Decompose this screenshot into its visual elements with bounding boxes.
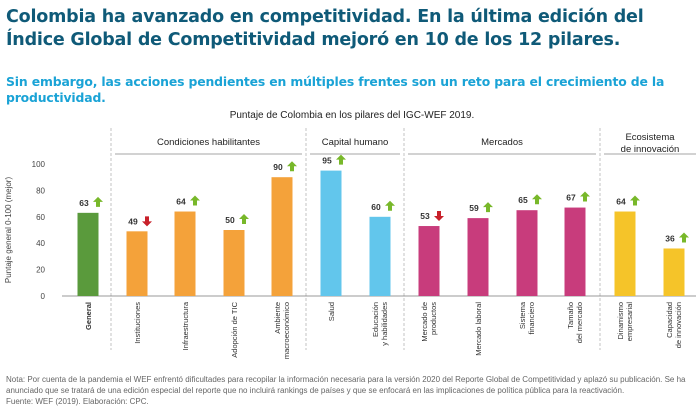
category-label-line: y habilidades xyxy=(380,302,389,346)
arrow-up-icon xyxy=(239,214,249,224)
headline: Colombia ha avanzado en competitividad. … xyxy=(6,7,644,50)
category-label-line: empresarial xyxy=(625,302,634,342)
source-text: Fuente: WEF (2019). Elaboración: CPC. xyxy=(6,397,149,407)
arrow-up-icon xyxy=(580,191,590,202)
chart-title: Puntaje de Colombia en los pilares del I… xyxy=(230,110,475,121)
bar xyxy=(564,207,586,296)
group-header-line: Ecosistema xyxy=(625,132,675,143)
category-label-line: Mercado laboral xyxy=(474,302,483,356)
category-label-line: Ambiente xyxy=(273,302,282,334)
bars: 63 49 64 50 90 95 60 53 59 65 67 64 36 xyxy=(77,154,689,296)
bar xyxy=(418,226,440,296)
category-label-line: productos xyxy=(429,302,438,335)
y-axis: 0 20 40 60 80 100 Puntaje general 0-100 (mejor… xyxy=(4,160,696,301)
category-label-line: General xyxy=(84,302,93,330)
category-label: Adopción de TIC xyxy=(230,301,239,357)
category-label-line: financiero xyxy=(527,302,536,335)
category-label: Dinamismoempresarial xyxy=(616,302,634,342)
arrow-up-icon xyxy=(190,195,200,206)
y-tick-label: 80 xyxy=(36,186,45,195)
value-label: 90 xyxy=(273,162,283,172)
group-header: Ecosistema de innovación xyxy=(621,132,680,155)
bar xyxy=(516,210,538,296)
value-label: 49 xyxy=(128,216,138,226)
group-header-line: de innovación xyxy=(621,144,680,155)
category-label: Infraestructura xyxy=(181,301,190,350)
value-label: 95 xyxy=(322,156,332,166)
value-label: 63 xyxy=(79,198,89,208)
category-label: Mercado deproductos xyxy=(420,302,438,342)
y-tick-label: 20 xyxy=(36,266,45,275)
value-label: 64 xyxy=(176,197,186,207)
value-label: 50 xyxy=(225,215,235,225)
category-label: Ambientemacroeconómico xyxy=(273,302,291,359)
group-header: Capital humano xyxy=(322,137,389,148)
category-label: Capacidadde innovación xyxy=(665,302,683,348)
bar xyxy=(369,216,391,296)
bar xyxy=(126,231,148,296)
category-label-line: Tamaño xyxy=(566,302,575,329)
arrow-up-icon xyxy=(630,195,640,206)
bar xyxy=(271,177,293,296)
arrow-down-icon xyxy=(142,216,152,227)
category-label-line: Educación xyxy=(371,302,380,337)
arrow-up-icon xyxy=(679,232,689,243)
category-label-line: Capacidad xyxy=(665,302,674,338)
y-tick-label: 40 xyxy=(36,239,45,248)
subheadline: Sin embargo, las acciones pendientes en … xyxy=(6,74,665,105)
arrow-up-icon xyxy=(385,200,395,211)
y-tick-label: 100 xyxy=(32,160,46,169)
category-label-line: del mercado xyxy=(575,302,584,343)
value-label: 53 xyxy=(420,211,430,221)
value-label: 59 xyxy=(469,203,479,213)
value-label: 67 xyxy=(566,193,576,203)
bar xyxy=(174,211,196,296)
bar xyxy=(614,211,636,296)
group-header: Condiciones habilitantes xyxy=(157,137,260,148)
category-label-line: Instituciones xyxy=(133,302,142,344)
y-tick-label: 0 xyxy=(41,292,46,301)
category-label-line: Dinamismo xyxy=(616,302,625,340)
y-tick-label: 60 xyxy=(36,213,45,222)
category-label-line: Infraestructura xyxy=(181,301,190,350)
note-text: Nota: Por cuenta de la pandemia el WEF e… xyxy=(6,375,686,396)
category-label-line: de innovación xyxy=(674,302,683,348)
group-header-line: Mercados xyxy=(481,137,523,148)
category-label-line: Mercado de xyxy=(420,302,429,342)
category-label-line: Salud xyxy=(327,302,336,321)
group-headers: Condiciones habilitantes Capital humano Me… xyxy=(110,128,696,350)
category-label: Salud xyxy=(327,302,336,321)
category-label: Instituciones xyxy=(133,302,142,344)
category-label: Educacióny habilidades xyxy=(371,302,389,346)
value-label: 65 xyxy=(518,195,528,205)
category-label: Mercado laboral xyxy=(474,302,483,356)
group-header-line: Condiciones habilitantes xyxy=(157,137,260,148)
footnote: Nota: Por cuenta de la pandemia el WEF e… xyxy=(6,374,696,408)
bar xyxy=(223,230,245,296)
arrow-up-icon xyxy=(336,154,346,165)
bar xyxy=(77,212,99,296)
category-label-line: macroeconómico xyxy=(282,302,291,359)
category-label: Sistemafinanciero xyxy=(518,301,536,334)
category-label: Tamañodel mercado xyxy=(566,302,584,343)
value-label: 36 xyxy=(665,233,675,243)
group-header-line: Capital humano xyxy=(322,137,389,148)
arrow-up-icon xyxy=(483,202,493,213)
bar xyxy=(663,248,685,296)
group-header: Mercados xyxy=(481,137,523,148)
bar xyxy=(467,218,489,296)
arrow-up-icon xyxy=(287,161,297,172)
bar xyxy=(320,170,342,296)
arrow-up-icon xyxy=(93,196,103,207)
value-label: 60 xyxy=(371,202,381,212)
category-label-line: Sistema xyxy=(518,301,527,329)
y-axis-label: Puntaje general 0-100 (mejor) xyxy=(4,177,13,284)
value-label: 64 xyxy=(616,197,626,207)
arrow-up-icon xyxy=(532,194,542,205)
category-label-line: Adopción de TIC xyxy=(230,301,239,357)
category-label: General xyxy=(84,302,93,330)
category-labels: General Instituciones Infraestructura Adopc… xyxy=(84,301,683,359)
arrow-down-icon xyxy=(434,211,444,222)
